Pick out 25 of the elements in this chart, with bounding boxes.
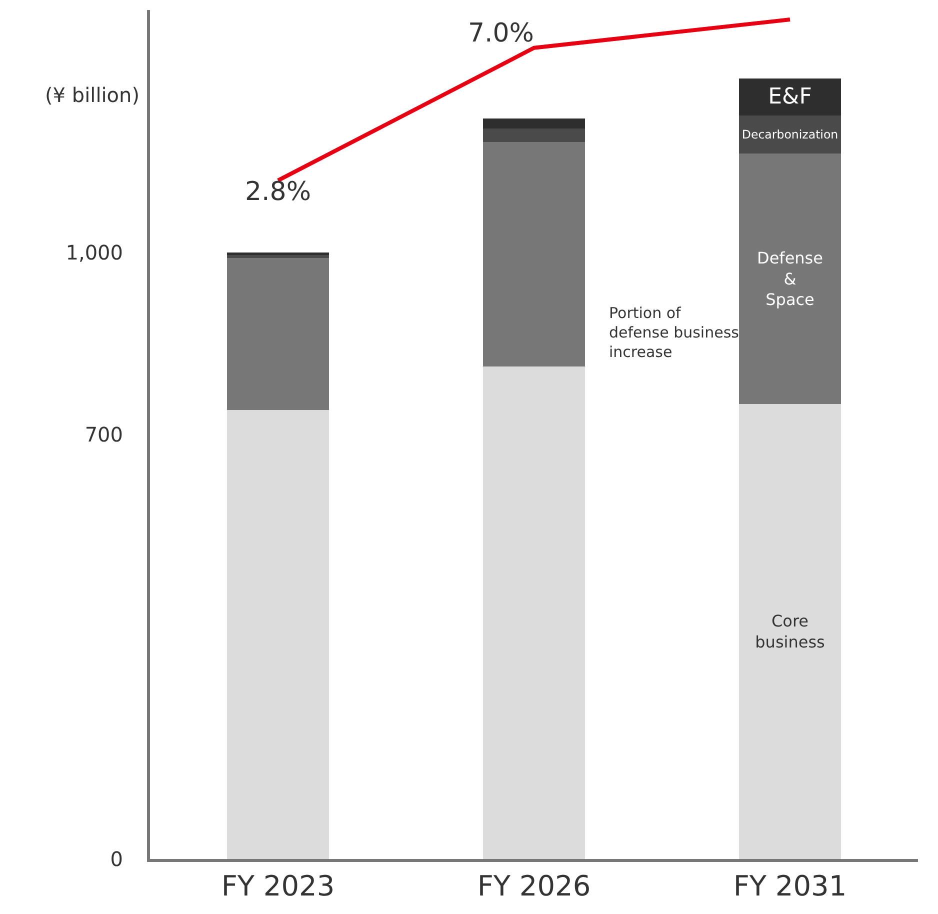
bar	[226, 255, 330, 258]
data-label: 7.0%	[468, 18, 534, 48]
series-label: Defense & Space	[757, 248, 823, 310]
y-axis-title: (¥ billion)	[45, 83, 140, 107]
annotation: Portion of defense business increase	[609, 304, 740, 361]
bar	[738, 116, 842, 154]
bar	[482, 366, 586, 859]
series-label: E&F	[768, 84, 812, 110]
bar	[738, 154, 842, 404]
bar	[482, 118, 586, 128]
bar	[226, 258, 330, 410]
bar	[226, 410, 330, 859]
bar	[482, 142, 586, 367]
y-tick-label: 1,000	[66, 240, 123, 265]
series-label: Core business	[755, 612, 825, 652]
x-tick-label: FY 2023	[221, 870, 335, 903]
y-tick-label: 0	[110, 847, 123, 871]
bar	[738, 404, 842, 859]
series-label: Decarbonization	[742, 128, 838, 142]
y-tick-label: 700	[84, 422, 123, 446]
bar	[482, 128, 586, 142]
bar	[738, 78, 842, 116]
data-label: 2.8%	[244, 176, 312, 207]
x-tick-label: FY 2031	[733, 870, 847, 903]
x-tick-label: FY 2026	[477, 870, 591, 903]
